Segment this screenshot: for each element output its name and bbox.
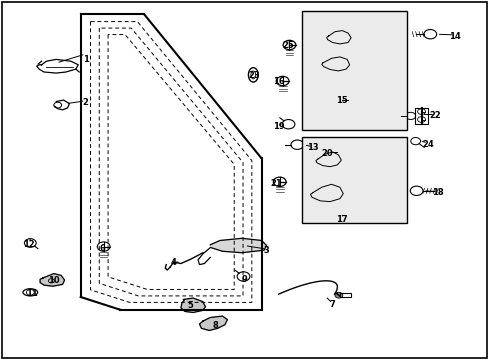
Text: 15: 15 [336,96,347,105]
Text: 14: 14 [448,32,460,41]
Text: 22: 22 [428,111,440,120]
Text: 6: 6 [100,244,105,253]
Text: 25: 25 [282,41,294,50]
Text: 4: 4 [170,258,176,267]
Bar [339,293,350,297]
Text: 10: 10 [48,276,60,285]
Text: 24: 24 [421,140,433,149]
Text: 20: 20 [321,149,333,158]
Text: 2: 2 [82,98,88,107]
Text: 17: 17 [336,215,347,224]
Polygon shape [315,152,341,167]
Text: 13: 13 [306,143,318,152]
Text: 5: 5 [187,302,193,310]
Text: 1: 1 [82,55,88,64]
Text: 19: 19 [272,122,284,131]
Text: 23: 23 [248,71,260,80]
Text: 11: 11 [26,289,38,298]
Text: 18: 18 [431,188,443,197]
Bar [302,137,407,223]
Polygon shape [199,316,227,330]
Polygon shape [181,298,205,312]
Polygon shape [310,184,343,202]
Polygon shape [326,31,350,44]
Circle shape [334,292,342,298]
Text: 8: 8 [212,321,218,330]
Polygon shape [210,238,266,253]
Text: 7: 7 [329,300,335,309]
Bar [414,108,427,124]
Text: 9: 9 [241,275,247,284]
Bar [302,11,407,130]
Polygon shape [321,57,349,71]
Text: 12: 12 [23,240,35,249]
Text: 21: 21 [270,179,282,188]
Text: 3: 3 [263,246,269,255]
Text: 16: 16 [272,77,284,86]
Polygon shape [40,274,64,286]
